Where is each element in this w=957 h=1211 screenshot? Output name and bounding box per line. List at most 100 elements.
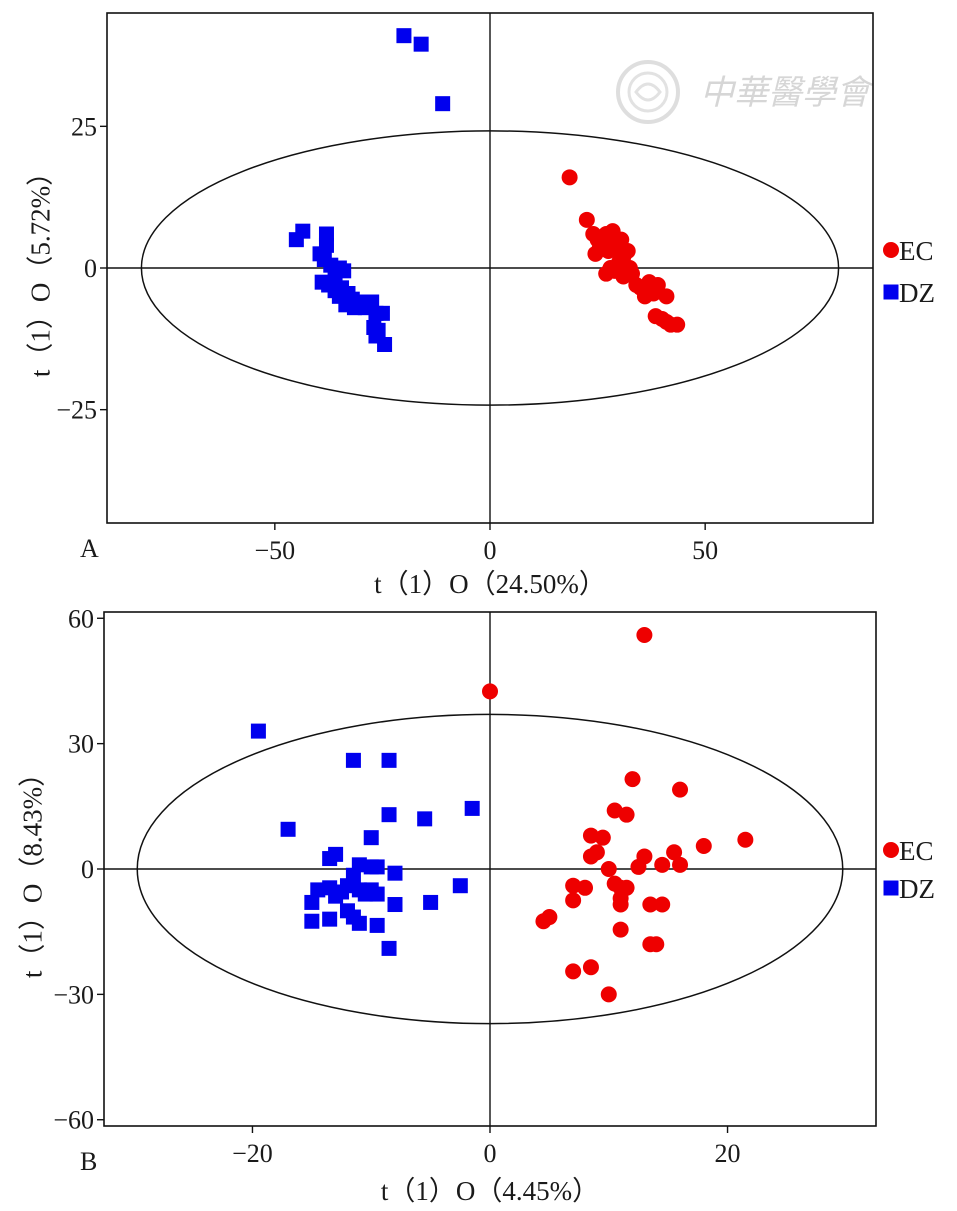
x-tick-label: 0 [484,1139,497,1168]
y-tick-label: 60 [68,604,94,633]
data-point-dz [351,915,367,931]
data-point-dz [387,897,403,913]
data-point-ec [565,963,582,980]
legend: EC DZ [883,236,935,308]
data-point-dz [381,807,397,823]
data-point-dz [322,911,338,927]
data-point-ec [600,986,617,1003]
data-point-dz [413,36,429,52]
data-point-ec [594,829,611,846]
data-point-ec [630,858,647,875]
data-point-ec [582,959,599,976]
data-point-ec [577,879,594,896]
data-point-ec [612,896,629,913]
data-point-dz [452,878,468,894]
data-point-dz [250,723,266,739]
x-tick-label: −50 [254,536,295,565]
watermark: 中華醫學會 [616,60,875,124]
watermark-seal-icon [616,60,680,124]
data-point-dz [369,917,385,933]
data-point-ec [582,827,599,844]
y-tick-label: 0 [81,855,94,884]
data-point-dz [310,882,326,898]
legend-label-dz: DZ [899,278,935,308]
data-point-ec [535,913,552,930]
legend-marker-ec [883,242,899,258]
x-ticks: −50 0 50 [254,523,718,565]
panel-label: B [80,1147,97,1176]
x-ticks: −20 0 20 [232,1126,741,1168]
y-tick-label: 30 [68,730,94,759]
data-point-dz [336,263,352,279]
legend-marker-ec [883,842,899,858]
x-axis-title: t（1）O（4.45%） [381,1176,599,1206]
data-point-ec [658,288,675,305]
x-tick-label: −20 [232,1139,273,1168]
data-point-ec [654,896,671,913]
data-point-ec [649,277,666,293]
legend: EC DZ [883,836,935,904]
data-point-ec [561,169,578,186]
y-ticks: −25 0 25 [56,112,107,425]
y-tick-label: −25 [56,396,97,425]
panel-b: −20 0 20 −60 −30 0 30 60 EC DZ t（1）O（4.45%） t（1… [17,604,935,1206]
legend-marker-dz [883,880,899,896]
data-point-dz [374,305,390,321]
data-point-ec [669,316,686,333]
data-point-dz [345,752,361,768]
points [250,626,754,1003]
y-ticks: −60 −30 0 30 60 [53,604,104,1135]
data-point-ec [642,896,659,913]
x-tick-label: 0 [484,536,497,565]
data-point-ec [482,683,498,700]
data-point-ec [648,936,665,953]
data-point-ec [578,211,595,228]
data-point-dz [304,913,320,929]
legend-marker-dz [883,284,899,300]
data-point-ec [695,838,712,855]
data-point-dz [435,96,451,112]
data-point-ec [588,844,605,861]
data-point-dz [369,859,385,875]
data-point-dz [280,821,296,837]
panel-label: A [80,534,99,563]
panel-a: −50 0 50 −25 0 25 EC DZ t（1）O（24.50%） t（1）O（5… [25,12,935,599]
data-point-ec [672,781,689,798]
data-point-dz [387,865,403,881]
data-point-dz [364,294,380,310]
points [288,28,686,352]
data-point-ec [636,626,653,643]
data-point-ec [737,831,754,848]
data-point-ec [618,806,635,823]
data-point-ec [600,861,617,877]
y-tick-label: −30 [53,980,94,1009]
data-point-dz [381,752,397,768]
data-point-ec [619,243,636,259]
legend-label-ec: EC [899,836,934,866]
data-point-dz [417,811,433,827]
y-tick-label: 0 [84,254,97,283]
legend-label-ec: EC [899,236,934,266]
legend-label-dz: DZ [899,874,935,904]
data-point-dz [369,886,385,902]
data-point-dz [304,894,320,910]
data-point-dz [396,28,412,44]
data-point-ec [666,844,683,861]
data-point-dz [423,894,439,910]
data-point-dz [322,851,338,867]
data-point-ec [565,877,582,894]
data-point-dz [464,800,480,816]
x-axis-title: t（1）O（24.50%） [374,569,606,599]
data-point-dz [377,337,393,352]
data-point-dz [318,226,334,242]
x-tick-label: 20 [715,1139,741,1168]
y-tick-label: −60 [53,1106,94,1135]
data-point-ec [654,856,671,873]
data-point-dz [357,886,373,902]
data-point-ec [612,921,629,938]
zero-lines [107,13,873,523]
data-point-dz [328,888,344,904]
x-tick-label: 50 [692,536,718,565]
watermark-text: 中華醫學會 [700,73,875,113]
